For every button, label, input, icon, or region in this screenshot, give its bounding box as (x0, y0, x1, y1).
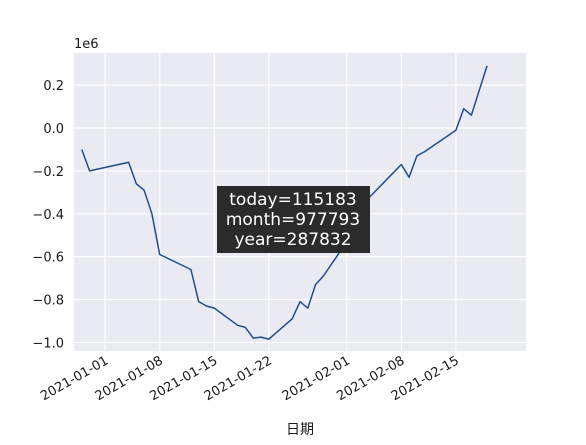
y-tick-label: −1.0 (32, 336, 64, 351)
data-point (314, 283, 317, 286)
annotation-line-today: today=115183 (229, 190, 356, 210)
x-tick-labels: 2021-01-012021-01-082021-01-152021-01-22… (38, 353, 462, 404)
data-point (252, 337, 255, 340)
hover-annotation: today=115183 month=977793 year=287832 (217, 186, 370, 253)
data-point (189, 268, 192, 271)
y-tick-label: −0.6 (32, 251, 64, 266)
series-line (81, 65, 488, 340)
data-point (205, 305, 208, 308)
y-tick-label: 0.2 (43, 79, 64, 94)
data-point (260, 336, 263, 339)
data-point (127, 161, 130, 164)
x-gridlines (104, 53, 457, 351)
data-point (135, 182, 138, 185)
data-point (244, 326, 247, 329)
data-point (408, 176, 411, 179)
data-point (88, 169, 91, 172)
data-point (462, 107, 465, 110)
data-point (423, 150, 426, 153)
data-point (267, 338, 270, 341)
y-tick-label: −0.2 (32, 165, 64, 180)
annotation-line-month: month=977793 (226, 210, 360, 230)
y-tick-label: −0.8 (32, 294, 64, 309)
data-point (291, 317, 294, 320)
y-exponent-label: 1e6 (74, 37, 99, 52)
x-axis-label: 日期 (286, 422, 314, 438)
data-point (150, 212, 153, 215)
data-point (158, 253, 161, 256)
data-point (213, 307, 216, 310)
y-tick-label: −0.4 (32, 208, 64, 223)
data-point (143, 189, 146, 192)
data-point (486, 64, 489, 67)
data-point (197, 300, 200, 303)
annotation-box (217, 186, 370, 253)
data-point (322, 275, 325, 278)
data-point (236, 324, 239, 327)
data-point (470, 114, 473, 117)
y-tick-label: 0.0 (43, 122, 64, 137)
data-point (306, 307, 309, 310)
data-point (299, 300, 302, 303)
y-tick-labels: −1.0 −0.8 −0.6 −0.4 −0.2 0.0 0.2 (32, 79, 64, 351)
series-layer (80, 64, 489, 341)
data-point (80, 148, 83, 151)
data-point (400, 163, 403, 166)
annotation-line-year: year=287832 (234, 230, 351, 250)
data-point (415, 154, 418, 157)
data-point (454, 129, 457, 132)
